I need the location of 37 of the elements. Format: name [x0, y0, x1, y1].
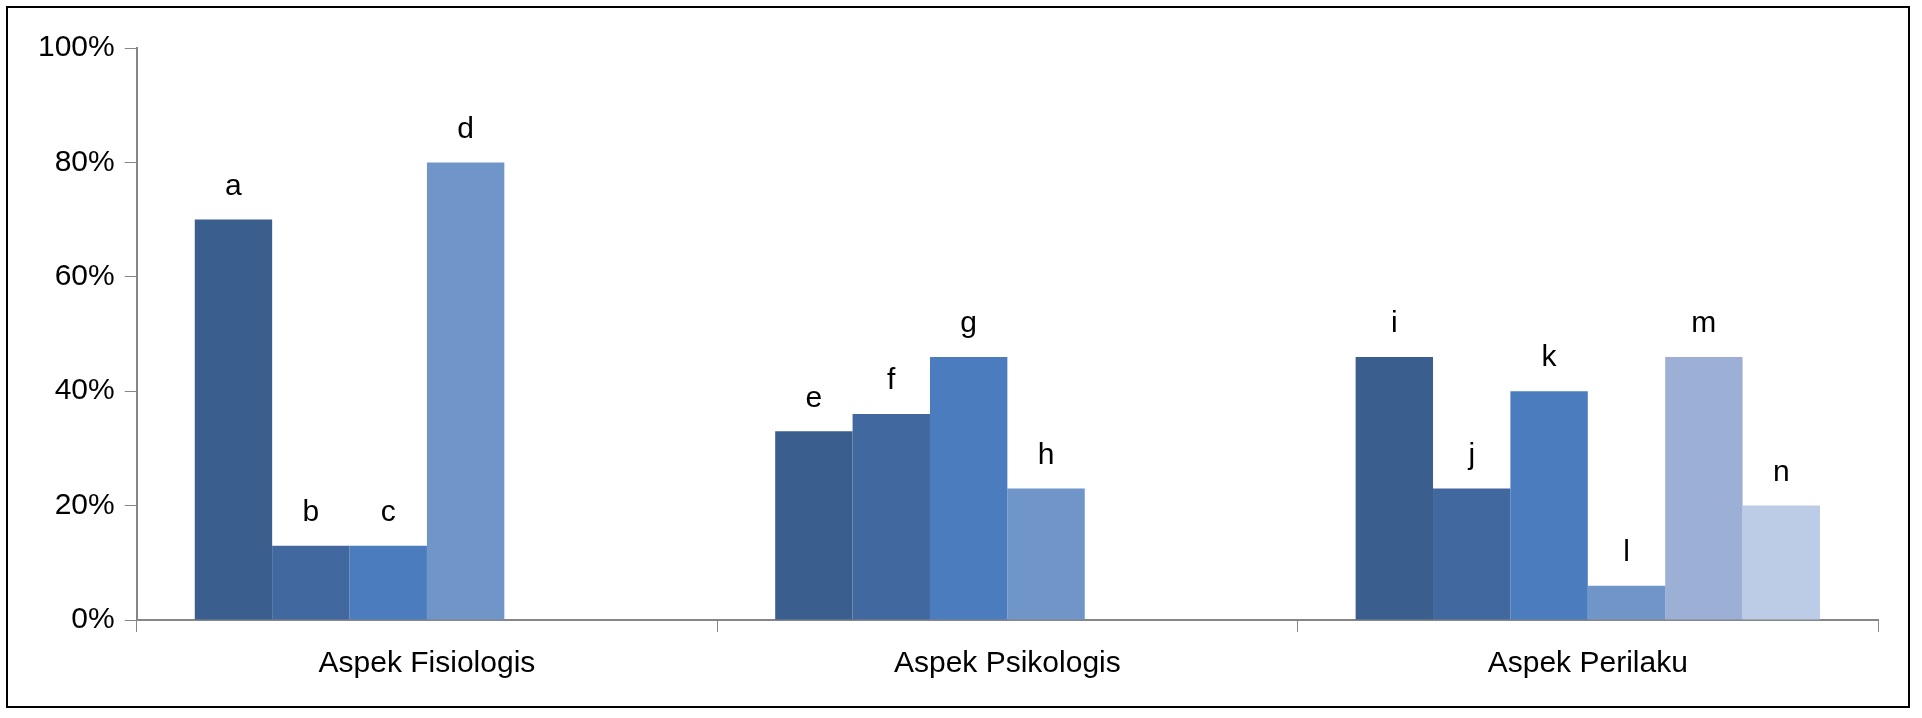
bar: [1510, 391, 1588, 620]
data-label: f: [887, 362, 897, 396]
y-tick-label: 40%: [54, 372, 115, 406]
bar: [1355, 356, 1434, 620]
bar: [1665, 356, 1743, 620]
data-label: m: [1691, 305, 1717, 339]
data-label: g: [960, 305, 978, 339]
y-tick-label: 60%: [54, 258, 115, 292]
y-tick-label: 0%: [71, 601, 115, 635]
bar: [929, 356, 1008, 620]
y-tick-label: 80%: [54, 143, 115, 177]
y-tick-label: 100%: [37, 29, 115, 63]
data-label: i: [1390, 305, 1398, 339]
x-tick-label: Aspek Fisiologis: [318, 645, 536, 679]
bar: [852, 414, 930, 620]
data-label: c: [380, 493, 396, 527]
bar: [1587, 585, 1666, 620]
bar: [1433, 488, 1511, 620]
data-label: e: [805, 379, 823, 413]
bar: [426, 162, 505, 620]
data-label: h: [1037, 436, 1055, 470]
x-tick-label: Aspek Psikologis: [893, 645, 1121, 679]
data-label: n: [1772, 453, 1790, 487]
data-label: l: [1623, 533, 1630, 567]
x-tick-label: Aspek Perilaku: [1487, 645, 1688, 679]
data-label: d: [457, 110, 474, 144]
y-tick-label: 20%: [54, 486, 115, 520]
data-label: a: [225, 167, 243, 201]
bar: [775, 431, 853, 620]
data-label: j: [1467, 436, 1476, 470]
bar: [349, 545, 427, 620]
data-label: b: [302, 493, 320, 527]
bar: [272, 545, 350, 620]
bar: [1742, 505, 1820, 620]
bar: [194, 219, 273, 620]
data-label: k: [1541, 339, 1558, 373]
bar: [1007, 488, 1085, 620]
